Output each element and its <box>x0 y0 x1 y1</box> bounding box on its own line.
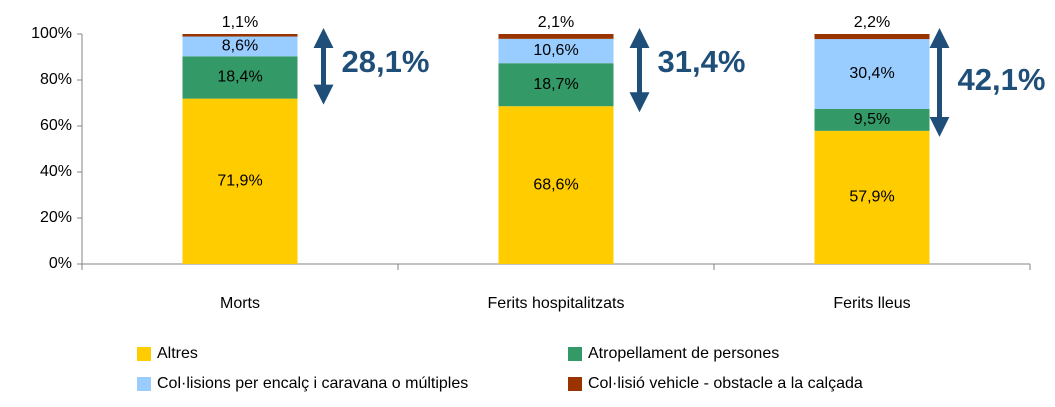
x-tick-label: Ferits lleus <box>833 295 910 312</box>
y-tick-label: 100% <box>31 25 72 42</box>
x-tick-label: Ferits hospitalitzats <box>488 295 625 312</box>
data-label: 2,2% <box>854 14 890 31</box>
legend-label: Col·lisió vehicle - obstacle a la calçad… <box>588 375 863 392</box>
x-tick-label: Morts <box>220 295 260 312</box>
bar-segment <box>814 39 930 109</box>
data-label: 8,6% <box>222 38 258 55</box>
y-tick-label: 20% <box>40 209 72 226</box>
annotation-label: 28,1% <box>342 44 430 79</box>
legend-swatch <box>137 377 151 391</box>
legend-label: Atropellament de persones <box>588 345 779 362</box>
y-tick-label: 0% <box>49 255 72 272</box>
legend-swatch <box>137 347 151 361</box>
bar-segment <box>814 130 930 264</box>
data-label: 30,4% <box>849 65 894 82</box>
annotation-label: 31,4% <box>658 44 746 79</box>
bar-segment <box>814 108 930 131</box>
y-tick-label: 40% <box>40 163 72 180</box>
bar-segment <box>182 56 298 99</box>
data-label: 9,5% <box>854 111 890 128</box>
legend-swatch <box>568 377 582 391</box>
data-label: 18,4% <box>217 69 262 86</box>
data-label: 2,1% <box>538 14 574 31</box>
data-label: 18,7% <box>533 76 578 93</box>
bar-segment <box>814 34 930 40</box>
bar-segment <box>498 34 614 39</box>
legend-label: Altres <box>157 345 198 362</box>
data-label: 71,9% <box>217 173 262 190</box>
legend-swatch <box>568 347 582 361</box>
bar-segment <box>498 106 614 264</box>
bar-segment <box>182 34 298 37</box>
data-label: 10,6% <box>533 42 578 59</box>
legend-label: Col·lisions per encalç i caravana o múlt… <box>157 375 468 392</box>
bar-segment <box>182 98 298 264</box>
bar-segment <box>498 63 614 107</box>
bar-segment <box>498 38 614 64</box>
annotation-label: 42,1% <box>958 62 1046 97</box>
data-label: 68,6% <box>533 176 578 193</box>
bar-segment <box>182 36 298 57</box>
data-label: 1,1% <box>222 14 258 31</box>
y-tick-label: 60% <box>40 117 72 134</box>
y-tick-label: 80% <box>40 71 72 88</box>
data-label: 57,9% <box>849 189 894 206</box>
